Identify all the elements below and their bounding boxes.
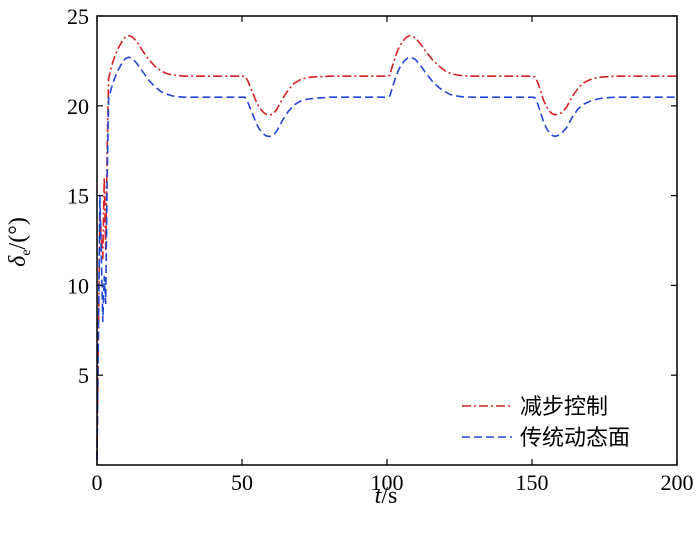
y-tick-label-0: 5 [78, 363, 89, 388]
y-axis-label-unit: /(°) [5, 217, 31, 249]
x-axis-label: t/s [375, 483, 398, 509]
series-line-0 [96, 34, 677, 460]
y-axis-label-subscript: e [19, 249, 34, 255]
legend: 减步控制 传统动态面 [462, 395, 630, 451]
y-tick-label-1: 10 [67, 273, 89, 298]
x-axis-label-unit: /s [381, 483, 397, 509]
x-axis-label-variable: t [375, 483, 383, 509]
y-axis-label: δe/(°) [5, 217, 34, 267]
x-tick-label-4: 200 [661, 470, 694, 495]
x-tick-label-1: 50 [231, 470, 253, 495]
y-tick-label-2: 15 [67, 184, 89, 209]
x-tick-label-2: 100 [371, 470, 404, 495]
legend-label-0: 减步控制 [520, 395, 608, 420]
series-layer [96, 34, 677, 460]
x-tick-label-0: 0 [92, 470, 103, 495]
y-tick-label-4: 25 [67, 4, 89, 29]
series-line-1 [96, 56, 677, 460]
x-tick-label-3: 150 [516, 470, 549, 495]
y-axis-label-symbol: δ [5, 255, 31, 267]
legend-label-1: 传统动态面 [520, 426, 630, 451]
axes-layer: 0 50 100 150 200 5 10 15 20 25 [67, 4, 694, 495]
y-tick-label-3: 20 [67, 94, 89, 119]
